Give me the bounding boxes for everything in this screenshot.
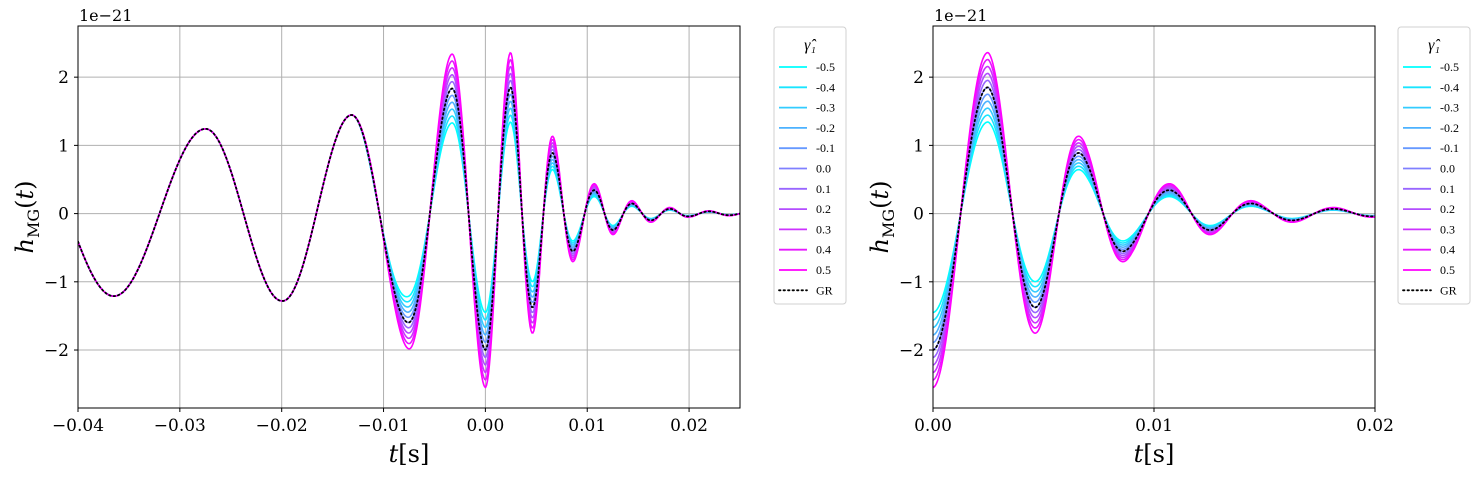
right-offset-label: 1e−21 — [934, 6, 987, 25]
left-x-tick-label: −0.02 — [256, 416, 308, 436]
right-legend-title: γ̂₁ — [1428, 37, 1440, 54]
left-y-tick-label: −1 — [44, 273, 69, 293]
right-series-line-0.5 — [933, 51, 1375, 389]
right-chart: 0.00 0.01 0.02 −2 −1 0 1 2 1e−21 t[s] hMG(t) γ… — [866, 6, 1471, 468]
left-x-tick-label: −0.03 — [154, 416, 206, 436]
left-legend-label--0.2: -0.2 — [816, 121, 835, 135]
left-chart: −0.04 −0.03 −0.02 −0.01 0.00 0.01 0.02 −2 −1 0 1 2… — [11, 6, 847, 468]
right-y-tick-label: 1 — [913, 136, 924, 156]
right-legend-label-GR: GR — [1440, 283, 1457, 297]
right-y-ticks: −2 −1 0 1 2 — [899, 68, 933, 361]
left-legend-label-0.3: 0.3 — [816, 222, 831, 236]
left-legend-label--0.1: -0.1 — [816, 141, 835, 155]
left-series-line-GR — [78, 86, 740, 352]
left-series-line-0.0 — [78, 86, 740, 351]
right-series — [933, 51, 1375, 389]
left-series-line-0.1 — [78, 79, 740, 359]
right-x-ticks: 0.00 0.01 0.02 — [914, 408, 1394, 436]
left-x-ticks: −0.04 −0.03 −0.02 −0.01 0.00 0.01 0.02 — [52, 408, 708, 436]
right-x-axis-label: t[s] — [1134, 440, 1175, 468]
left-legend-label--0.5: -0.5 — [816, 60, 835, 74]
left-legend-label-GR: GR — [816, 283, 833, 297]
left-x-tick-label: 0.02 — [670, 416, 708, 436]
left-x-tick-label: 0.00 — [466, 416, 504, 436]
right-x-tick-label: 0.01 — [1135, 416, 1173, 436]
left-x-tick-label: 0.01 — [568, 416, 606, 436]
left-legend-label--0.3: -0.3 — [816, 101, 835, 115]
left-legend-title: γ̂₁ — [804, 37, 816, 54]
right-legend-label--0.4: -0.4 — [1440, 80, 1459, 94]
right-legend-label-0.4: 0.4 — [1440, 243, 1455, 257]
left-series — [78, 51, 740, 389]
left-legend-label--0.4: -0.4 — [816, 80, 835, 94]
right-legend: γ̂₁-0.5 -0.4 -0.3 -0.2 -0.1 0.0 0.1 0.2 0.3 0.4 0.… — [1397, 26, 1471, 305]
left-series-line--0.1 — [78, 93, 740, 344]
left-legend-box — [773, 26, 847, 305]
right-legend-label-0.3: 0.3 — [1440, 222, 1455, 236]
left-x-axis-label: t[s] — [389, 440, 430, 468]
right-y-tick-label: 0 — [913, 205, 924, 225]
left-y-ticks: −2 −1 0 1 2 — [44, 68, 78, 361]
left-legend-label-0.0: 0.0 — [816, 162, 831, 176]
left-series-line-0.3 — [78, 65, 740, 374]
left-x-tick-label: −0.04 — [52, 416, 104, 436]
right-y-tick-label: −1 — [899, 273, 924, 293]
left-series-line-0.4 — [78, 58, 740, 381]
right-legend-label--0.3: -0.3 — [1440, 101, 1459, 115]
left-legend-label-0.5: 0.5 — [816, 263, 831, 277]
left-y-tick-label: 0 — [58, 205, 69, 225]
left-grid — [77, 26, 740, 408]
left-series-line-0.5 — [78, 51, 740, 389]
right-legend-label--0.5: -0.5 — [1440, 60, 1459, 74]
right-x-tick-label: 0.02 — [1356, 416, 1394, 436]
right-legend-label-0.2: 0.2 — [1440, 202, 1455, 216]
left-legend-label-0.4: 0.4 — [816, 243, 831, 257]
left-y-tick-label: −2 — [44, 341, 69, 361]
left-series-line--0.2 — [78, 100, 740, 336]
left-y-axis-label: hMG(t) — [11, 180, 43, 253]
left-y-tick-label: 2 — [58, 68, 69, 88]
left-y-tick-label: 1 — [58, 136, 69, 156]
right-y-axis-label: hMG(t) — [866, 180, 898, 253]
right-legend-label-0.1: 0.1 — [1440, 182, 1455, 196]
right-x-tick-label: 0.00 — [914, 416, 952, 436]
left-legend-label-0.1: 0.1 — [816, 182, 831, 196]
right-legend-box — [1397, 26, 1471, 305]
left-x-tick-label: −0.01 — [357, 416, 409, 436]
right-legend-label--0.1: -0.1 — [1440, 141, 1459, 155]
right-y-tick-label: 2 — [913, 68, 924, 88]
left-series-line--0.3 — [78, 107, 740, 329]
right-legend-label-0.0: 0.0 — [1440, 162, 1455, 176]
left-offset-label: 1e−21 — [79, 6, 132, 25]
left-legend-label-0.2: 0.2 — [816, 202, 831, 216]
right-y-tick-label: −2 — [899, 341, 924, 361]
left-series-line-0.2 — [78, 72, 740, 366]
left-axes-frame — [77, 25, 741, 409]
right-legend-label--0.2: -0.2 — [1440, 121, 1459, 135]
right-legend-label-0.5: 0.5 — [1440, 263, 1455, 277]
left-legend: γ̂₁-0.5 -0.4 -0.3 -0.2 -0.1 0.0 0.1 0.2 0.3 0.4 0.… — [773, 26, 847, 305]
right-series-line-GR — [933, 86, 1375, 351]
